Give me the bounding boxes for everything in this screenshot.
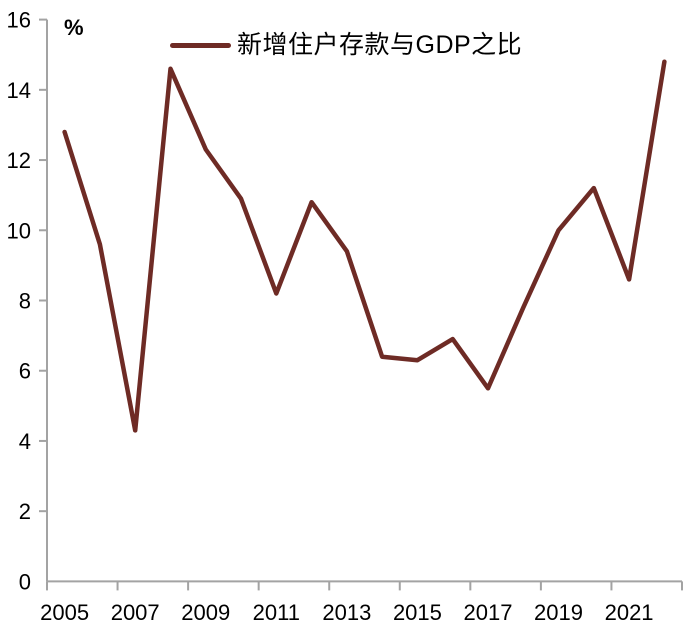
data-line [62,59,667,433]
chart-legend: 新增住户存款与GDP之比 [170,29,522,62]
y-tick-label: 10 [7,218,31,243]
legend-label: 新增住户存款与GDP之比 [237,31,523,59]
y-tick-label: 4 [19,429,31,454]
legend-line-swatch [170,43,231,48]
x-tick-label: 2009 [181,600,230,625]
y-tick-label: 14 [7,78,31,103]
y-tick-label: 2 [19,499,31,524]
y-tick-label: 8 [19,289,31,314]
x-tick-label: 2007 [111,600,160,625]
x-tick-label: 2017 [463,600,512,625]
x-tick-label: 2015 [393,600,442,625]
x-tick-label: 2013 [322,600,371,625]
y-tick-label: 6 [19,359,31,384]
x-tick-label: 2005 [40,600,89,625]
y-axis-unit-label: % [64,15,84,40]
x-tick-label: 2019 [534,600,583,625]
y-tick-label: 16 [7,8,31,33]
y-tick-label: 0 [19,569,31,594]
x-tick-label: 2011 [253,600,300,625]
x-tick-label: 2021 [605,600,654,625]
y-tick-label: 12 [7,148,31,173]
